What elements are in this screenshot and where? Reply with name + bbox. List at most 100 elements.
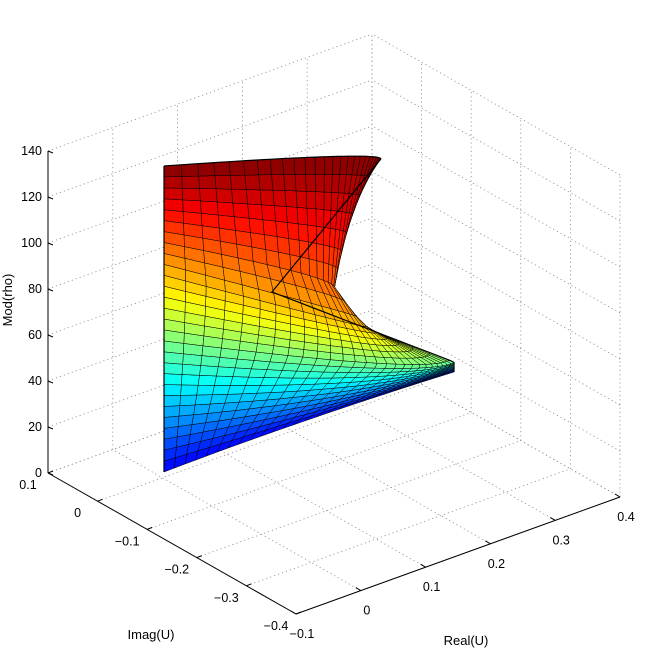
surface-cell	[315, 225, 324, 246]
z-tick-label: 140	[21, 144, 42, 158]
z-tick-mark	[47, 380, 54, 384]
surface-cell	[259, 189, 275, 206]
z-tick-mark	[47, 426, 54, 430]
z-tick-label: 100	[21, 236, 42, 250]
surface-edge	[163, 155, 382, 167]
surface-cell	[275, 220, 289, 239]
surface-cell	[230, 174, 247, 190]
y-tick-mark	[295, 611, 302, 615]
surface-cell	[323, 209, 332, 229]
x-tick-mark	[420, 563, 426, 568]
floor-grid-line	[147, 412, 472, 530]
surface-cell	[256, 159, 272, 176]
surface-cell	[296, 207, 308, 226]
x-axis-label: Real(U)	[444, 633, 489, 648]
surface-cell	[209, 394, 228, 405]
surface-cell	[234, 358, 255, 370]
surface-cell	[250, 232, 266, 250]
surface-cell	[233, 216, 251, 233]
surface-cell	[181, 163, 199, 177]
surface-cell	[297, 223, 309, 243]
z-tick-label: 0	[35, 466, 42, 480]
surface-cell	[330, 192, 339, 212]
x-axis-line	[295, 496, 621, 615]
surface-cell	[248, 217, 265, 235]
surface-cell	[273, 205, 288, 223]
surface-cell	[272, 189, 287, 207]
surface-cell	[299, 256, 310, 276]
surface-cell	[247, 203, 264, 220]
surface-cell	[323, 174, 333, 193]
surface-cell	[323, 262, 330, 283]
surface-cell	[228, 160, 246, 176]
z-tick-label: 20	[28, 420, 42, 434]
y-tick-mark	[246, 583, 252, 587]
surface-cell	[263, 234, 279, 253]
surface-cell	[232, 367, 252, 378]
surface-cell	[306, 207, 317, 227]
surface-cell	[269, 158, 284, 175]
surface-cell	[163, 395, 181, 407]
surface-cell	[316, 243, 324, 263]
y-axis-line	[47, 472, 297, 615]
y-axis-label: Imag(U)	[128, 627, 175, 642]
surface-cell	[178, 404, 196, 417]
surface-cell	[163, 198, 184, 212]
surface-cell	[418, 364, 427, 369]
surface-cell	[316, 260, 324, 281]
wall-grid-line	[47, 33, 373, 152]
surface-cell	[307, 224, 317, 244]
surface-cell	[182, 211, 203, 226]
surface-cell	[181, 363, 201, 376]
surface-cell	[163, 373, 183, 386]
surface-cell	[248, 368, 268, 378]
surface-cell	[258, 174, 274, 191]
z-axis-label: Mod(rho)	[0, 274, 15, 327]
x-tick-label: 0.4	[617, 510, 634, 524]
surface-cell	[305, 191, 317, 210]
x-tick-mark	[549, 516, 556, 521]
surface-cell	[331, 174, 340, 194]
surface-cell	[245, 189, 262, 206]
surface-cell	[163, 164, 183, 178]
y-tick-mark	[97, 498, 103, 502]
x-tick-mark	[355, 587, 362, 592]
x-tick-label: 0	[363, 604, 370, 618]
surface-cell	[218, 227, 237, 245]
z-tick-label: 120	[21, 190, 42, 204]
surface-cell	[214, 375, 234, 386]
surface-cell	[278, 251, 292, 271]
surface-cell	[182, 199, 202, 214]
surface-cell	[304, 156, 316, 175]
surface-cell	[199, 188, 218, 203]
surface-cell	[315, 191, 325, 210]
y-tick-mark	[47, 470, 54, 474]
surface-cell	[293, 157, 306, 175]
surface-cell	[216, 201, 235, 217]
floor-grid-line	[246, 468, 571, 587]
surface-cell	[265, 249, 280, 268]
x-tick-mark	[290, 610, 297, 615]
y-tick-label: −0.2	[164, 563, 189, 577]
surface-cell	[283, 174, 297, 192]
surface-cell	[163, 405, 181, 418]
surface-cell	[332, 156, 342, 175]
surface-cell	[212, 385, 231, 395]
surface-cell	[163, 362, 183, 375]
surface-cell	[262, 219, 278, 237]
y-tick-label: −0.4	[264, 619, 289, 633]
wall-grid-line	[371, 79, 621, 222]
surface-cell	[243, 159, 259, 176]
surface-cell	[163, 384, 182, 396]
surface-cell	[191, 413, 209, 425]
z-tick-mark	[47, 196, 54, 200]
wall-grid-line	[47, 79, 373, 198]
y-tick-mark	[196, 555, 202, 559]
surface-cell	[287, 222, 300, 241]
x-tick-label: 0.2	[488, 557, 505, 571]
surface-cell	[197, 375, 217, 386]
surface-cell	[323, 156, 334, 175]
surface-cell	[308, 258, 318, 279]
surface-cell	[294, 174, 307, 192]
x-tick-label: 0.3	[553, 533, 570, 547]
